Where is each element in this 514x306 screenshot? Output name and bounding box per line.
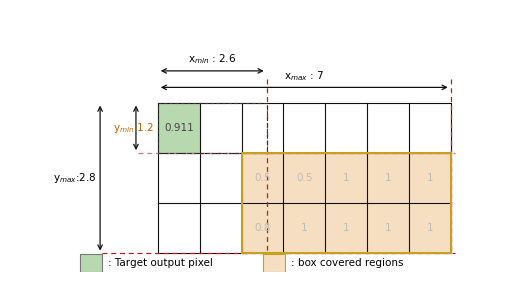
Text: y$_{min}$:1.2: y$_{min}$:1.2 xyxy=(114,121,154,135)
Bar xyxy=(264,254,285,272)
Bar xyxy=(158,103,267,153)
Text: x$_{min}$ : 2.6: x$_{min}$ : 2.6 xyxy=(188,52,236,66)
Text: 1: 1 xyxy=(427,223,433,233)
Text: 1: 1 xyxy=(343,223,350,233)
Text: 1: 1 xyxy=(427,173,433,183)
Text: 0.911: 0.911 xyxy=(164,123,194,133)
Bar xyxy=(80,254,102,272)
Text: 1: 1 xyxy=(301,223,307,233)
Bar xyxy=(242,153,451,253)
Text: x$_{max}$ : 7: x$_{max}$ : 7 xyxy=(284,69,324,83)
Text: : box covered regions: : box covered regions xyxy=(291,258,404,268)
Text: 1: 1 xyxy=(384,173,391,183)
Text: y$_{max}$:2.8: y$_{max}$:2.8 xyxy=(53,171,96,185)
Text: 1: 1 xyxy=(384,223,391,233)
Text: 0.5: 0.5 xyxy=(296,173,313,183)
Text: : Target output pixel: : Target output pixel xyxy=(108,258,213,268)
Text: 1: 1 xyxy=(343,173,350,183)
Bar xyxy=(242,153,451,253)
Text: 0.8: 0.8 xyxy=(254,223,271,233)
Bar xyxy=(158,103,200,153)
Text: 0.5: 0.5 xyxy=(254,173,271,183)
